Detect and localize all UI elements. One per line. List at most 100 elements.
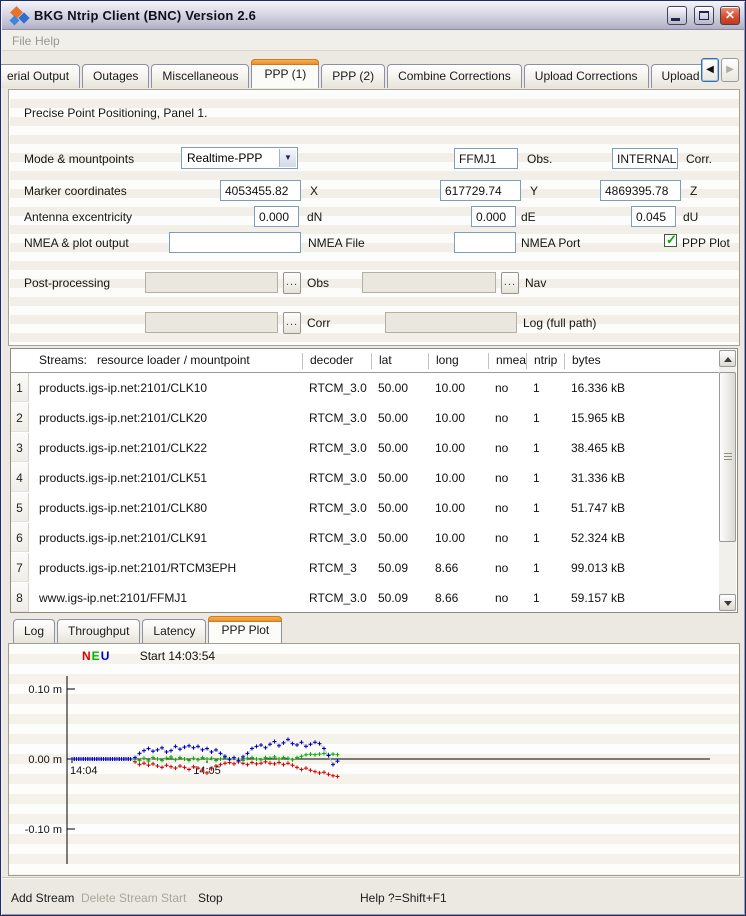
post-log-field — [385, 312, 517, 333]
header-decoder: decoder — [302, 353, 371, 369]
menu-file[interactable]: File — [12, 34, 32, 48]
cell-bytes: 99.013 kB — [571, 561, 626, 575]
table-row[interactable]: 7 products.igs-ip.net:2101/RTCM3EPH RTCM_3… — [11, 553, 720, 583]
chevron-down-icon[interactable]: ▼ — [279, 149, 296, 167]
cell-nmea: no — [495, 501, 509, 515]
table-scrollbar[interactable] — [719, 350, 736, 611]
cell-nmea: no — [495, 411, 509, 425]
row-number: 1 — [11, 373, 29, 402]
ppp-plot-checkbox[interactable]: ✓ — [664, 232, 677, 247]
tab-combine-corrections[interactable]: Combine Corrections — [387, 64, 522, 88]
nmea-file-field[interactable] — [169, 232, 301, 253]
stop-button[interactable]: Stop — [198, 891, 223, 905]
table-row[interactable]: 4 products.igs-ip.net:2101/CLK51 RTCM_3.0 5… — [11, 463, 720, 493]
table-row[interactable]: 2 products.igs-ip.net:2101/CLK20 RTCM_3.0 5… — [11, 403, 720, 433]
cell-ntrip: 1 — [533, 561, 540, 575]
mode-combobox-value: Realtime-PPP — [187, 151, 263, 165]
x-label: X — [310, 184, 319, 198]
close-button[interactable]: ✕ — [720, 6, 740, 25]
menu-help[interactable]: Help — [35, 34, 60, 48]
scrollbar-thumb[interactable] — [719, 372, 736, 542]
cell-mountpoint: products.igs-ip.net:2101/CLK80 — [39, 501, 208, 515]
table-row[interactable]: 8 www.igs-ip.net:2101/FFMJ1 RTCM_3.0 50.09 8… — [11, 583, 720, 613]
tab-erial-output[interactable]: erial Output — [1, 64, 81, 88]
add-stream-button[interactable]: Add Stream — [11, 891, 75, 905]
tab-scroll-buttons: ◀ ▶ — [701, 58, 741, 82]
cell-ntrip: 1 — [533, 381, 540, 395]
table-row[interactable]: 3 products.igs-ip.net:2101/CLK22 RTCM_3.0 5… — [11, 433, 720, 463]
table-row[interactable]: 1 products.igs-ip.net:2101/CLK10 RTCM_3.0 5… — [11, 373, 720, 403]
cell-mountpoint: www.igs-ip.net:2101/FFMJ1 — [39, 591, 188, 605]
antenna-dn-field[interactable]: 0.000 — [254, 206, 299, 227]
tab-upload-ephemeris[interactable]: Upload Ephemeris — [650, 64, 701, 88]
antenna-du-field[interactable]: 0.045 — [631, 206, 676, 227]
cell-decoder: RTCM_3.0 — [309, 471, 367, 485]
z-label: Z — [690, 184, 698, 198]
panel-heading: Precise Point Positioning, Panel 1. — [24, 106, 208, 120]
cell-decoder: RTCM_3.0 — [309, 501, 367, 515]
de-label: dE — [521, 210, 536, 224]
post-log-label: Log (full path) — [523, 316, 597, 330]
bottom-tab-bar: Log Throughput Latency PPP Plot — [13, 613, 284, 643]
header-ntrip: ntrip — [526, 353, 564, 369]
nmea-port-label: NMEA Port — [521, 236, 581, 250]
cell-lat: 50.00 — [378, 381, 409, 395]
post-corr-label: Corr — [307, 316, 331, 330]
legend-e: E — [91, 649, 100, 663]
svg-text:0.00 m: 0.00 m — [28, 754, 62, 766]
obs-mountpoint-field[interactable]: FFMJ1 — [454, 148, 518, 169]
tab-ppp-2-[interactable]: PPP (2) — [321, 64, 386, 88]
svg-text:14:04: 14:04 — [70, 765, 98, 777]
tab-miscellaneous[interactable]: Miscellaneous — [151, 64, 250, 88]
tab-upload-corrections[interactable]: Upload Corrections — [523, 64, 649, 88]
table-row[interactable]: 5 products.igs-ip.net:2101/CLK80 RTCM_3.0 5… — [11, 493, 720, 523]
cell-long: 10.00 — [435, 381, 466, 395]
tab-log[interactable]: Log — [13, 619, 56, 643]
minimize-button[interactable] — [667, 6, 688, 25]
marker-y-field[interactable]: 617729.74 — [440, 180, 521, 201]
post-obs-label: Obs — [307, 276, 330, 290]
tab-outages[interactable]: Outages — [82, 64, 150, 88]
cell-bytes: 16.336 kB — [571, 381, 626, 395]
cell-lat: 50.00 — [378, 441, 409, 455]
svg-text:0.10 m: 0.10 m — [28, 684, 62, 696]
header-bytes: bytes — [564, 353, 714, 369]
cell-long: 8.66 — [435, 591, 459, 605]
tab-throughput[interactable]: Throughput — [57, 619, 141, 643]
cell-ntrip: 1 — [533, 411, 540, 425]
cell-long: 10.00 — [435, 531, 466, 545]
table-row[interactable]: 6 products.igs-ip.net:2101/CLK91 RTCM_3.0 5… — [11, 523, 720, 553]
post-corr-field — [145, 312, 278, 333]
legend-u: U — [100, 649, 110, 663]
post-obs-field — [145, 272, 278, 293]
marker-x-field[interactable]: 4053455.82 — [220, 180, 301, 201]
cell-ntrip: 1 — [533, 441, 540, 455]
cell-bytes: 38.465 kB — [571, 441, 626, 455]
scroll-up-icon[interactable] — [719, 350, 736, 367]
mode-mountpoints-label: Mode & mountpoints — [24, 152, 135, 166]
help-shift-f1-button: Help ?=Shift+F1 — [360, 891, 447, 905]
maximize-button[interactable] — [693, 6, 714, 25]
cell-bytes: 52.324 kB — [571, 531, 626, 545]
cell-long: 8.66 — [435, 561, 459, 575]
tab-ppp-plot[interactable]: PPP Plot — [208, 616, 283, 643]
browse-corr-button[interactable]: ... — [283, 312, 301, 334]
tab-scroll-right-icon[interactable]: ▶ — [721, 58, 739, 82]
marker-z-field[interactable]: 4869395.78 — [600, 180, 681, 201]
checkmark-icon: ✓ — [666, 232, 677, 247]
tab-scroll-left-icon[interactable]: ◀ — [701, 58, 719, 82]
browse-nav-button[interactable]: ... — [501, 272, 519, 294]
start-button: Start — [161, 891, 187, 905]
corr-mountpoint-field[interactable]: INTERNAL — [612, 148, 678, 169]
nmea-port-field[interactable] — [454, 232, 516, 253]
plot-start-time: Start 14:03:54 — [139, 649, 216, 663]
tab-latency[interactable]: Latency — [142, 619, 207, 643]
mode-combobox[interactable]: Realtime-PPP ▼ — [181, 147, 298, 169]
antenna-de-field[interactable]: 0.000 — [471, 206, 516, 227]
tab-ppp-1-[interactable]: PPP (1) — [251, 59, 320, 88]
cell-lat: 50.00 — [378, 531, 409, 545]
status-bar: Add Stream Delete Stream Start Stop Help ?=S… — [2, 877, 744, 914]
browse-obs-button[interactable]: ... — [283, 272, 301, 294]
scroll-down-icon[interactable] — [719, 594, 736, 611]
cell-long: 10.00 — [435, 441, 466, 455]
